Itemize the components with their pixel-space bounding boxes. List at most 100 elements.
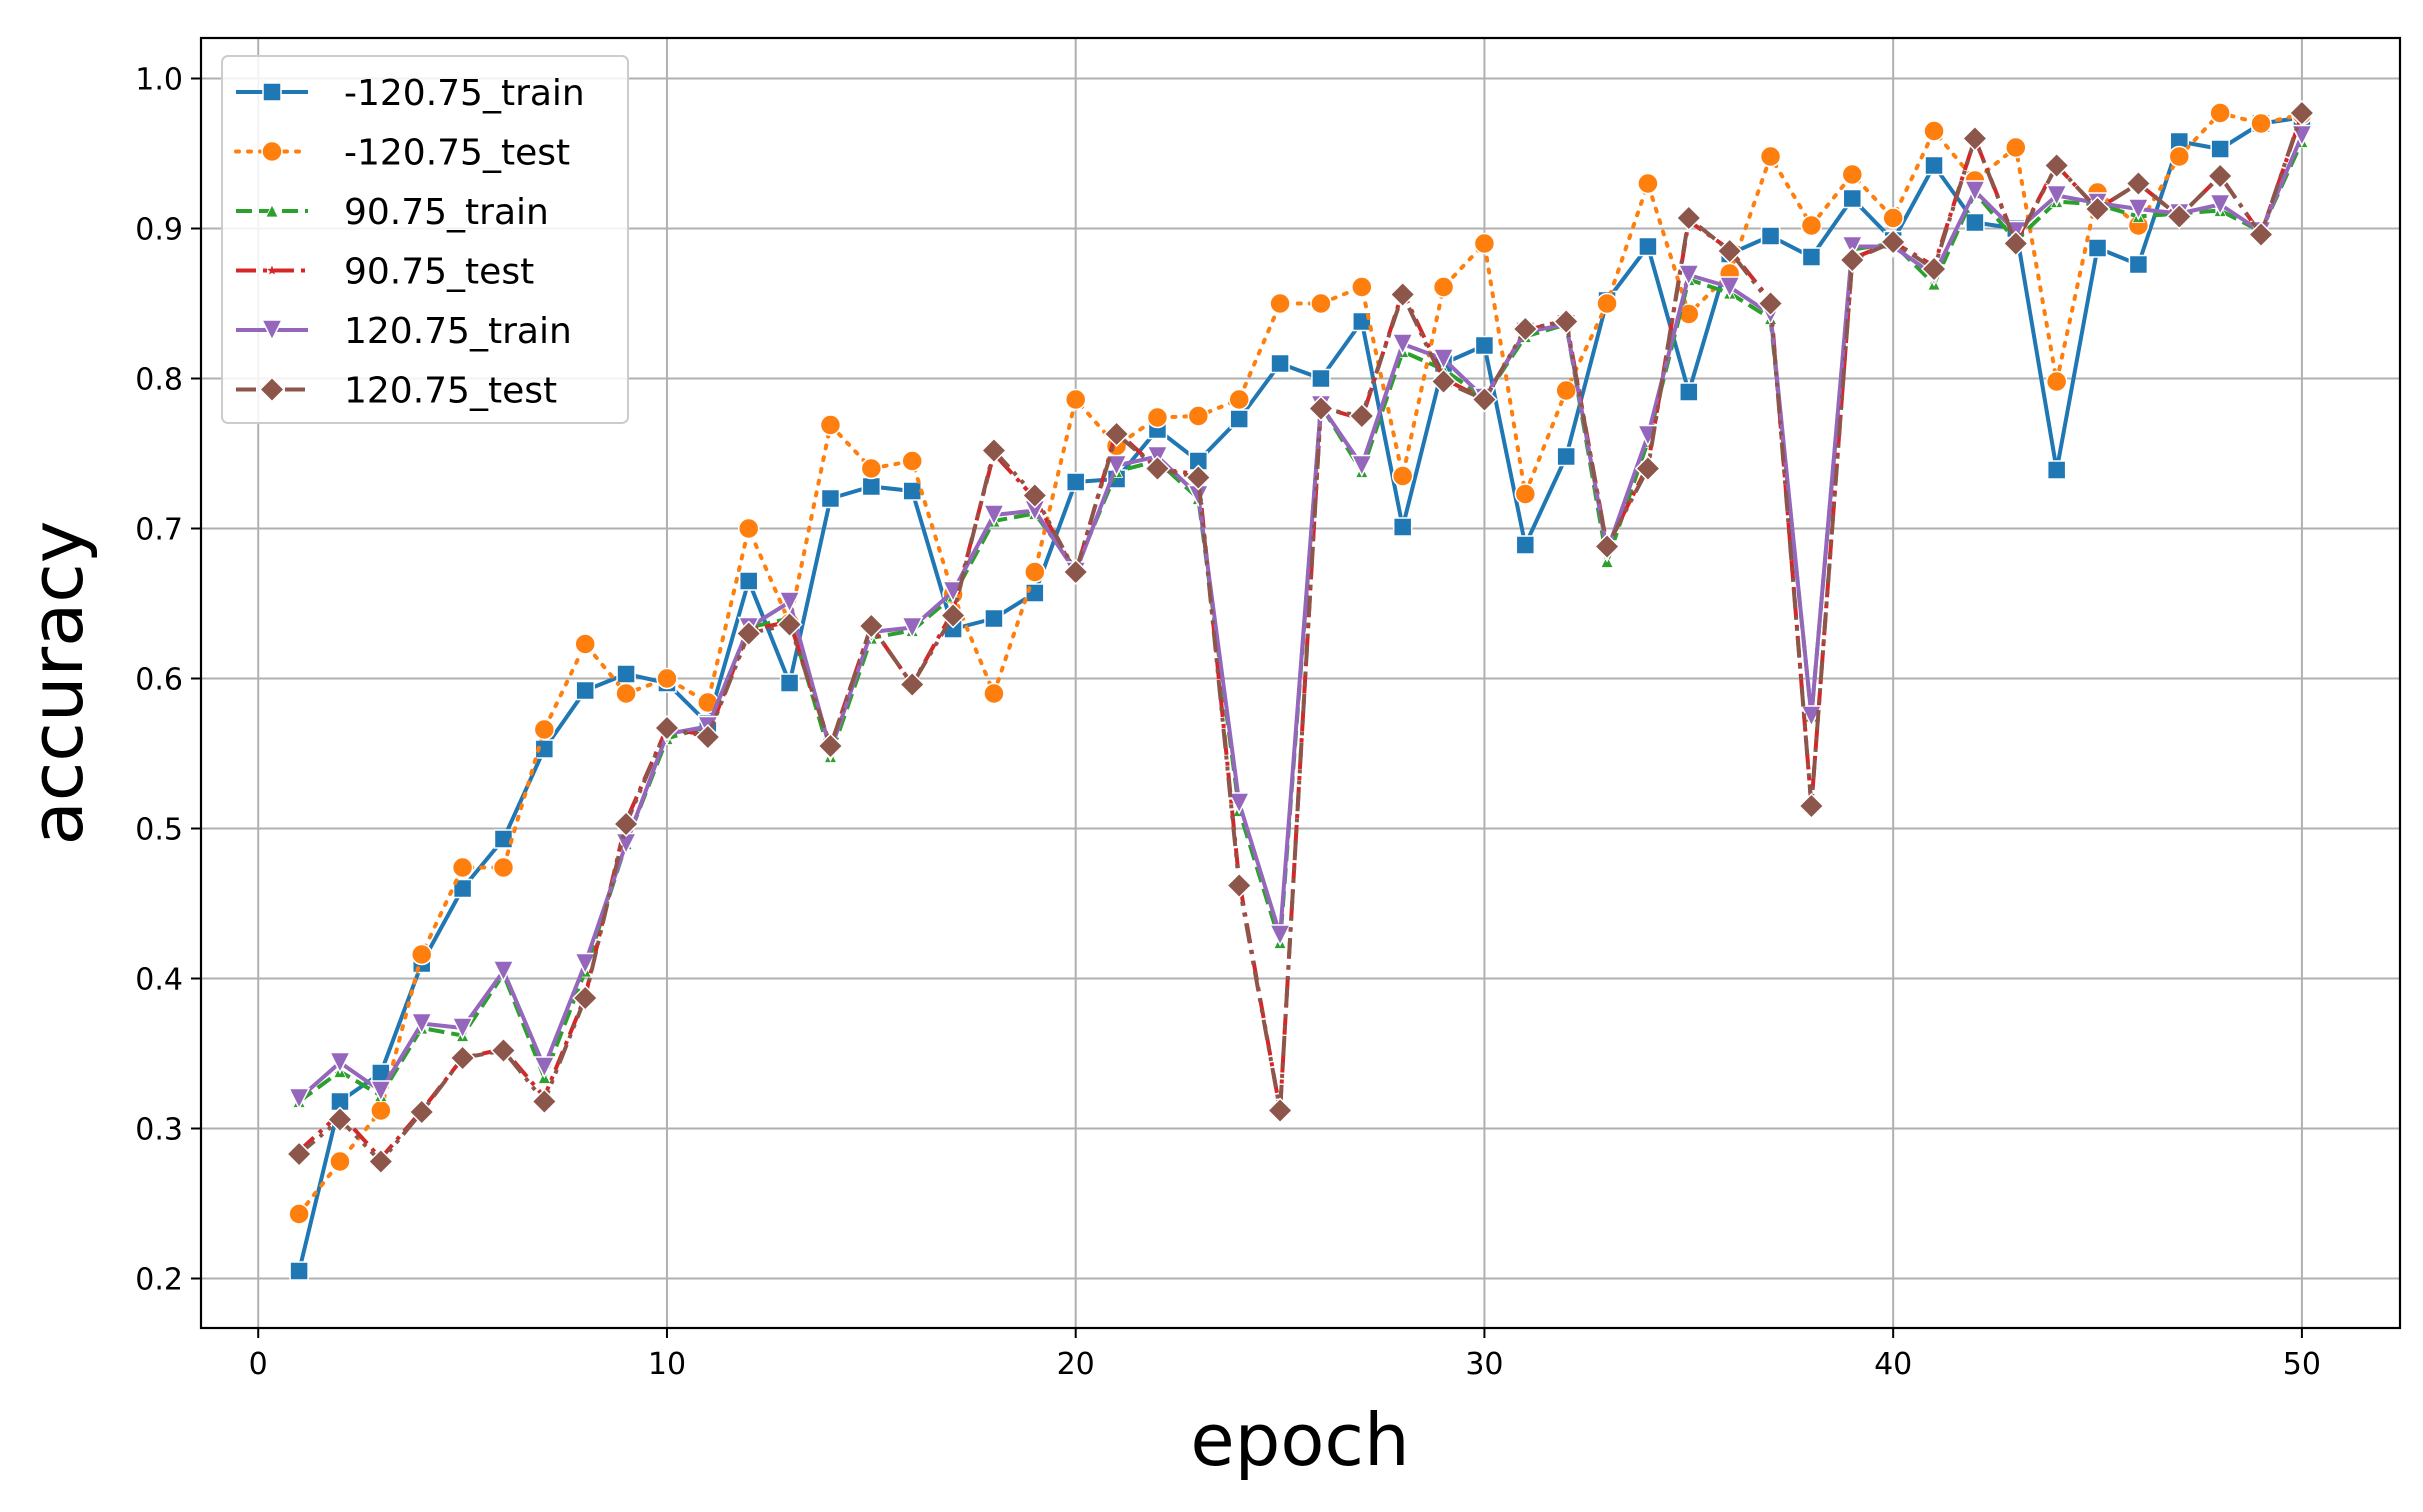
legend-box [221, 55, 629, 424]
x-tick-label: 0 [249, 1347, 268, 1382]
data-point [1841, 235, 1864, 259]
data-point [1882, 207, 1904, 229]
legend-marker [262, 82, 282, 102]
data-point [573, 952, 597, 976]
data-point [615, 682, 637, 705]
data-point [2207, 162, 2234, 190]
data-point [1348, 402, 1375, 430]
data-point [1307, 395, 1334, 422]
data-point [287, 1087, 311, 1111]
data-point [1311, 368, 1331, 389]
data-point [983, 682, 1005, 705]
data-point [1596, 292, 1618, 315]
data-point [819, 414, 842, 436]
data-point [289, 1261, 309, 1281]
data-point [1432, 276, 1455, 298]
x-tick-label: 20 [1057, 1347, 1095, 1382]
data-point [2125, 170, 2152, 197]
data-point [1880, 228, 1907, 256]
data-point [982, 504, 1006, 527]
data-point [493, 829, 514, 849]
y-tick-label: 0.7 [135, 513, 183, 548]
data-point [1269, 292, 1291, 315]
data-point [778, 591, 801, 614]
data-point [1227, 792, 1251, 815]
data-point [1432, 348, 1455, 371]
data-point [737, 517, 760, 540]
data-point [1842, 188, 1863, 209]
data-point [1515, 535, 1536, 555]
data-point [1065, 472, 1086, 492]
data-point [2128, 254, 2149, 275]
data-point [572, 984, 599, 1012]
legend-label: 120.75_train [344, 311, 572, 352]
y-tick-label: 0.4 [135, 963, 183, 998]
legend-entry: -120.75_train [236, 73, 585, 114]
data-point [2210, 139, 2230, 159]
data-point [451, 1017, 474, 1040]
legend-entry: 90.75_train [236, 192, 549, 233]
x-tick-label: 30 [1465, 1347, 1503, 1382]
data-point [1839, 246, 1866, 274]
series-group [286, 99, 2315, 1281]
data-point [1146, 406, 1169, 429]
data-point [1512, 315, 1539, 343]
data-point [1514, 483, 1537, 505]
data-point [1351, 276, 1373, 298]
data-point [449, 1044, 476, 1072]
data-point [779, 673, 800, 693]
data-point [1760, 226, 1781, 246]
data-point [1801, 247, 1822, 267]
data-point [1268, 924, 1292, 947]
data-point [1391, 333, 1414, 356]
data-point [738, 571, 759, 591]
series-line [297, 112, 2304, 1164]
data-point [2127, 198, 2150, 221]
data-point [1062, 558, 1089, 586]
data-point [1471, 386, 1498, 413]
data-point [2045, 184, 2068, 208]
data-point [2084, 195, 2111, 223]
data-point [2247, 221, 2275, 248]
data-point [1679, 382, 1699, 402]
y-tick-label: 0.9 [135, 213, 183, 248]
data-point [1759, 145, 1782, 168]
data-point [288, 1203, 310, 1225]
data-point [2208, 193, 2232, 217]
legend-entry: 120.75_test [236, 371, 557, 412]
x-tick-label: 40 [1874, 1347, 1912, 1382]
data-point [1064, 388, 1087, 411]
data-point [2288, 99, 2315, 127]
data-point [820, 488, 841, 509]
data-point [2046, 460, 2067, 480]
data-point [1389, 281, 1416, 308]
data-point [329, 1150, 351, 1173]
data-point [1103, 420, 1130, 448]
y-tick-label: 1.0 [135, 63, 183, 98]
data-point [735, 620, 762, 647]
data-point [1920, 255, 1948, 283]
data-point [860, 457, 883, 480]
legend-marker [265, 204, 279, 218]
data-point [1800, 214, 1823, 237]
data-point [2043, 152, 2070, 179]
data-point [653, 714, 681, 742]
data-point [410, 1012, 433, 1036]
data-point [370, 1099, 392, 1122]
legend-label: -120.75_test [344, 133, 570, 174]
x-axis-title: epoch [1190, 1398, 1409, 1482]
data-point [1553, 308, 1580, 335]
data-point [1965, 212, 1985, 233]
data-point [1556, 446, 1576, 467]
data-point [451, 856, 474, 879]
data-point [1267, 1097, 1294, 1124]
data-point [286, 1140, 313, 1168]
data-point [408, 1098, 435, 1126]
data-point [776, 611, 803, 638]
data-point [1185, 464, 1212, 491]
data-point [533, 718, 556, 741]
data-point [2250, 112, 2272, 135]
data-point [1187, 405, 1210, 427]
y-tick-label: 0.5 [135, 813, 183, 848]
